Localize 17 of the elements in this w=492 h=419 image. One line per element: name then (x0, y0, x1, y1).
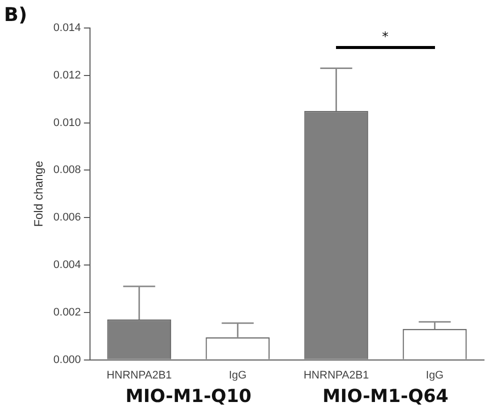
y-tick-label: 0.010 (53, 116, 81, 129)
y-tick-label: 0.006 (53, 212, 81, 224)
y-tick-label: 0.014 (53, 22, 81, 34)
y-tick-label: 0.002 (53, 306, 81, 318)
x-tick-label: HNRNPA2B1 (304, 369, 369, 382)
y-tick-label: 0.000 (53, 354, 81, 366)
y-axis-title: Fold change (32, 160, 46, 227)
x-tick-label: HNRNPA2B1 (106, 369, 172, 382)
y-tick-label: 0.012 (53, 69, 81, 82)
annotation: * (382, 30, 388, 45)
x-tick-label: IgG (426, 369, 444, 382)
y-tick-label: 0.008 (53, 164, 81, 176)
text: MIO-M1-Q64 (322, 386, 448, 407)
x-tick-label: IgG (228, 369, 247, 382)
text: MIO-M1-Q10 (125, 386, 252, 407)
text: B) (4, 4, 28, 26)
y-tick-label: 0.004 (53, 259, 81, 272)
